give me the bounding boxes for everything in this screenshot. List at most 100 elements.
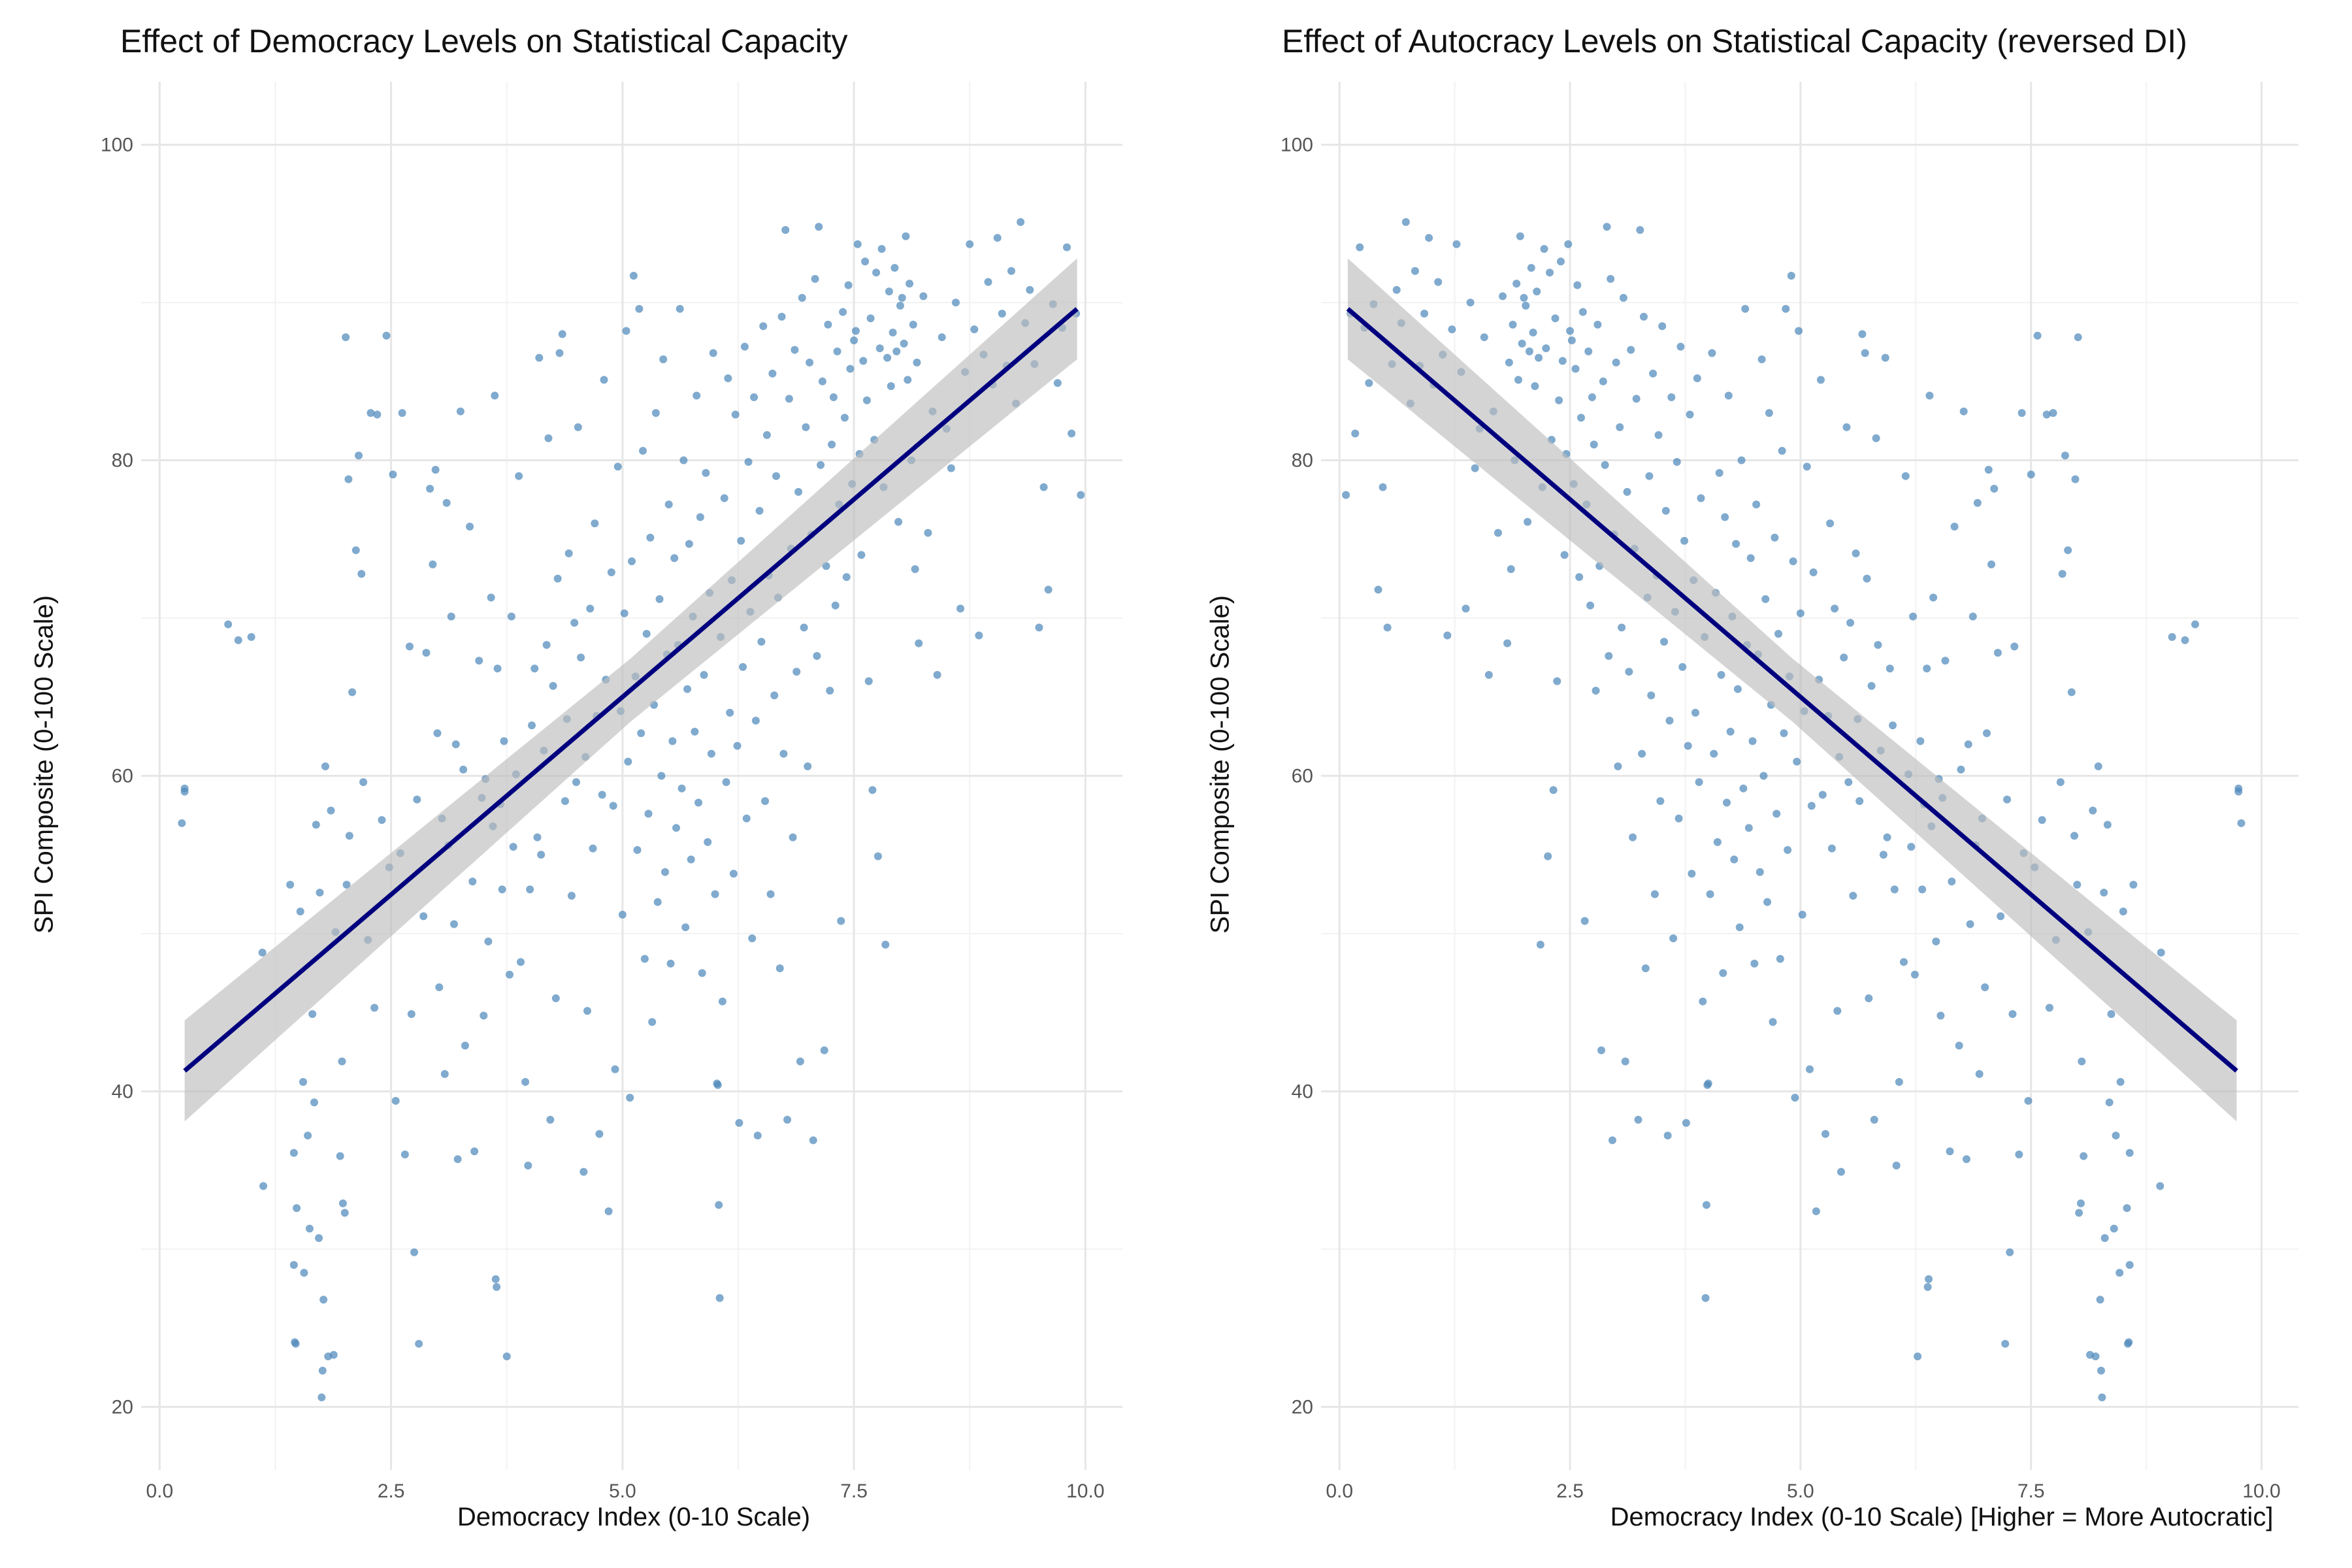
right-scatter-point [1542,344,1550,353]
left-scatter-point [407,1010,416,1019]
right-scatter-point [1722,798,1731,807]
right-scatter-point [1941,657,1950,665]
right-scatter-point [1774,630,1783,638]
right-scatter-point [1676,342,1685,351]
left-scatter-point [1035,623,1043,632]
left-scatter-point [551,994,560,1002]
right-scatter-point [1844,778,1853,787]
left-scatter-point [338,1199,347,1207]
right-scatter-point [1629,833,1637,841]
left-scatter-point [975,631,983,640]
right-scatter-point [1401,218,1410,226]
left-scatter-point [180,787,189,796]
right-scatter-point [1795,327,1803,335]
right-scatter-point [2191,620,2199,629]
left-scatter-point [382,331,391,340]
left-scatter-point [626,1094,634,1102]
left-scatter-point [487,593,495,602]
left-scatter-point [687,855,695,864]
right-scatter-point [1702,1201,1710,1209]
left-x-tick-label: 5.0 [609,1480,636,1502]
right-scatter-point [1443,631,1452,640]
left-scatter-point [670,554,679,563]
left-scatter-point [877,244,886,253]
right-scatter-point [1678,662,1687,671]
left-scatter-point [577,653,585,662]
left-scatter-point [800,623,808,632]
right-scatter-point [1803,463,1811,471]
left-scatter-point [308,1010,317,1019]
left-scatter-point [648,1018,657,1026]
left-scatter-point [913,358,921,367]
left-scatter-point [348,688,357,696]
right-scatter-point [1625,668,1633,676]
left-scatter-point [664,500,673,509]
right-y-tick-label: 20 [1292,1396,1313,1418]
right-scatter-point [1603,223,1611,231]
right-scatter-point [1564,240,1573,248]
right-scatter-point [1818,791,1827,799]
right-scatter-point [1806,1065,1814,1073]
left-scatter-point [329,1350,338,1359]
right-scatter-point [1962,1155,1970,1164]
right-scatter-point [1374,585,1382,594]
left-scatter-point [726,708,734,717]
right-scatter-point [1732,540,1740,548]
left-scatter-point [258,948,267,956]
left-scatter-point [683,685,692,693]
right-scatter-point [1756,868,1764,876]
right-scatter-point [1673,457,1681,466]
left-scatter-point [840,414,849,422]
right-scatter-point [2123,1204,2131,1213]
right-scatter-point [1784,845,1792,854]
left-scatter-point [310,1098,318,1107]
left-scatter-point [702,468,710,477]
right-scatter-point [1932,938,1940,946]
right-scatter-point [2094,762,2102,771]
left-scatter-point [544,434,553,442]
left-scatter-point [872,269,881,277]
right-scatter-point [1425,234,1433,242]
left-scatter-point [637,729,645,738]
left-scatter-point [635,304,644,313]
right-scatter-point [1420,309,1429,318]
left-scatter-point [883,353,892,362]
right-scatter-point [2024,1096,2033,1105]
left-scatter-point [739,662,747,671]
left-scatter-point [304,1132,312,1140]
left-scatter-point [831,601,840,610]
right-scatter-point [2168,633,2176,641]
left-scatter-point [296,907,304,916]
right-scatter-point [1639,312,1648,321]
right-scatter-point [1837,1168,1845,1176]
left-scatter-point [700,670,708,679]
right-scatter-point [1509,320,1517,329]
left-scatter-point [413,795,421,804]
left-scatter-point [367,409,375,417]
right-scatter-point [2075,1209,2083,1217]
right-scatter-point [1744,824,1753,832]
right-scatter-point [2129,881,2138,889]
left-scatter-point [500,737,508,745]
right-scatter-point [2033,331,2042,340]
left-scatter-point [653,898,662,906]
right-scatter-point [1899,958,1908,966]
left-scatter-point [354,451,363,460]
right-scatter-point [1641,964,1650,973]
left-scatter-point [693,391,701,400]
left-scatter-point [516,958,525,966]
left-scatter-point [318,1366,327,1375]
right-scatter-point [1957,765,1965,774]
right-scatter-point [1950,522,1959,531]
right-scatter-point [2107,1010,2115,1019]
right-scatter-point [1682,1119,1690,1127]
right-scatter-point [1556,257,1565,266]
left-scatter-point [651,409,660,417]
right-scatter-point [2119,907,2127,916]
left-scatter-point [737,536,745,545]
right-scatter-point [1776,955,1784,963]
right-scatter-point [1658,322,1667,331]
right-scatter-point [1669,934,1678,943]
left-scatter-point [722,778,730,787]
left-scatter-point [915,639,923,647]
